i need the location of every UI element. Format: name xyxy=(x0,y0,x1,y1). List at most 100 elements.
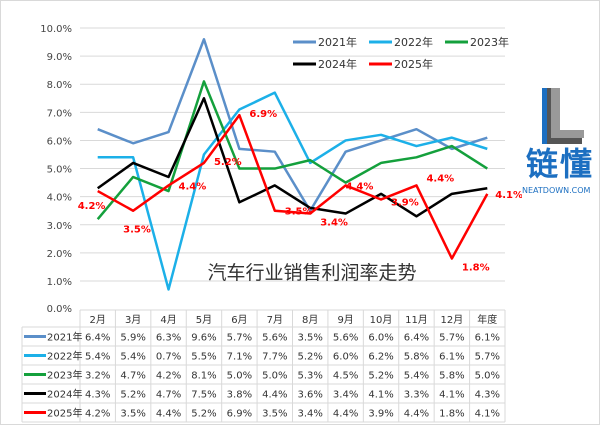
table-cell: 4.7% xyxy=(156,390,181,401)
table-cell: 6.3% xyxy=(156,333,181,344)
table-cell: 4.2% xyxy=(156,371,181,382)
data-label: 4.4% xyxy=(426,173,454,184)
table-cell: 4.4% xyxy=(156,409,181,420)
table-cell: 5.7% xyxy=(439,333,464,344)
y-tick-label: 9.0% xyxy=(47,52,72,63)
table-cell: 3.4% xyxy=(298,409,323,420)
y-tick-label: 10.0% xyxy=(40,24,72,35)
table-row-label: 2021年 xyxy=(47,331,82,344)
table-cell: 3.5% xyxy=(262,409,287,420)
table-cell: 3.4% xyxy=(333,390,358,401)
y-tick-label: 8.0% xyxy=(47,80,72,91)
table-cell: 5.4% xyxy=(120,352,145,363)
y-tick-label: 2.0% xyxy=(47,249,72,260)
table-cell: 3.8% xyxy=(227,390,252,401)
data-label: 3.5% xyxy=(123,225,151,236)
table-cell: 3.6% xyxy=(298,390,323,401)
table-cell: 6.9% xyxy=(227,409,252,420)
table-cell: 9.6% xyxy=(191,333,216,344)
table-cell: 7.7% xyxy=(262,352,287,363)
series-line-2025年 xyxy=(97,113,489,260)
legend-label: 2023年 xyxy=(470,35,509,49)
legend-label: 2021年 xyxy=(318,35,357,49)
chart-title: 汽车行业销售利润率走势 xyxy=(207,262,416,284)
table-cell: 4.7% xyxy=(120,371,145,382)
table-header: 2月 xyxy=(90,314,106,326)
table-row-label: 2024年 xyxy=(47,388,82,401)
table-header: 4月 xyxy=(160,314,176,326)
data-label: 6.9% xyxy=(249,109,277,120)
y-tick-label: 3.0% xyxy=(47,221,72,232)
table-cell: 5.2% xyxy=(298,352,323,363)
data-label: 3.4% xyxy=(320,218,348,229)
table-header: 6月 xyxy=(231,314,247,326)
table-cell: 3.5% xyxy=(298,333,323,344)
data-label: 4.1% xyxy=(495,190,523,201)
table-cell: 6.0% xyxy=(333,352,358,363)
table-header: 11月 xyxy=(405,314,428,326)
legend-label: 2024年 xyxy=(318,57,357,71)
table-cell: 4.4% xyxy=(333,409,358,420)
legend-label: 2022年 xyxy=(394,35,433,49)
table-cell: 5.0% xyxy=(475,371,500,382)
table-cell: 5.7% xyxy=(475,352,500,363)
table-header: 5月 xyxy=(196,314,212,326)
table-header: 8月 xyxy=(302,314,318,326)
table-cell: 4.5% xyxy=(333,371,358,382)
table-cell: 5.0% xyxy=(227,371,252,382)
series-line-2022年 xyxy=(97,91,488,291)
watermark-brand: 链懂 xyxy=(526,145,595,183)
table-cell: 4.4% xyxy=(262,390,287,401)
series-line-2021年 xyxy=(97,37,488,212)
data-label: 4.4% xyxy=(179,181,207,192)
table-cell: 4.3% xyxy=(475,390,500,401)
table-cell: 5.8% xyxy=(439,371,464,382)
table-cell: 4.4% xyxy=(404,409,429,420)
table-cell: 6.0% xyxy=(368,333,393,344)
series-line-2024年 xyxy=(96,97,488,218)
watermark-logo: 链懂 NEATDOWN.COM xyxy=(522,88,598,208)
y-tick-label: 4.0% xyxy=(47,193,72,204)
table-cell: 5.8% xyxy=(404,352,429,363)
table-cell: 6.1% xyxy=(439,352,464,363)
table-cell: 6.4% xyxy=(404,333,429,344)
table-cell: 5.2% xyxy=(120,390,145,401)
table-cell: 6.1% xyxy=(475,333,500,344)
table-cell: 5.4% xyxy=(85,352,110,363)
table-cell: 6.2% xyxy=(368,352,393,363)
table-cell: 5.2% xyxy=(368,371,393,382)
table-cell: 3.9% xyxy=(368,409,393,420)
table-row-label: 2023年 xyxy=(47,369,82,382)
table-cell: 6.4% xyxy=(85,333,110,344)
table-cell: 4.1% xyxy=(368,390,393,401)
series-line-2023年 xyxy=(96,80,488,220)
y-tick-label: 0.0% xyxy=(47,304,72,315)
data-label: 3.9% xyxy=(391,197,419,208)
table-cell: 3.2% xyxy=(85,371,110,382)
data-label: 4.2% xyxy=(78,201,106,212)
table-cell: 7.1% xyxy=(227,352,252,363)
y-tick-label: 5.0% xyxy=(47,165,72,176)
table-cell: 4.2% xyxy=(85,409,110,420)
table-cell: 7.5% xyxy=(191,390,216,401)
table-header: 3月 xyxy=(125,314,141,326)
table-row-label: 2022年 xyxy=(47,350,82,363)
y-tick-label: 6.0% xyxy=(47,136,72,147)
table-cell: 5.3% xyxy=(298,371,323,382)
table-cell: 4.1% xyxy=(475,409,500,420)
watermark-site: NEATDOWN.COM xyxy=(522,186,591,195)
table-header: 9月 xyxy=(337,314,353,326)
table-row-label: 2025年 xyxy=(47,407,82,420)
table-cell: 5.6% xyxy=(333,333,358,344)
data-label: 4.4% xyxy=(346,181,374,192)
table-cell: 8.1% xyxy=(191,371,216,382)
data-label: 3.5% xyxy=(285,207,313,218)
data-label: 5.2% xyxy=(214,157,242,168)
table-cell: 3.5% xyxy=(120,409,145,420)
table-cell: 5.2% xyxy=(191,409,216,420)
y-tick-label: 1.0% xyxy=(47,277,72,288)
table-cell: 5.7% xyxy=(227,333,252,344)
table-cell: 1.8% xyxy=(439,409,464,420)
table-cell: 5.9% xyxy=(120,333,145,344)
